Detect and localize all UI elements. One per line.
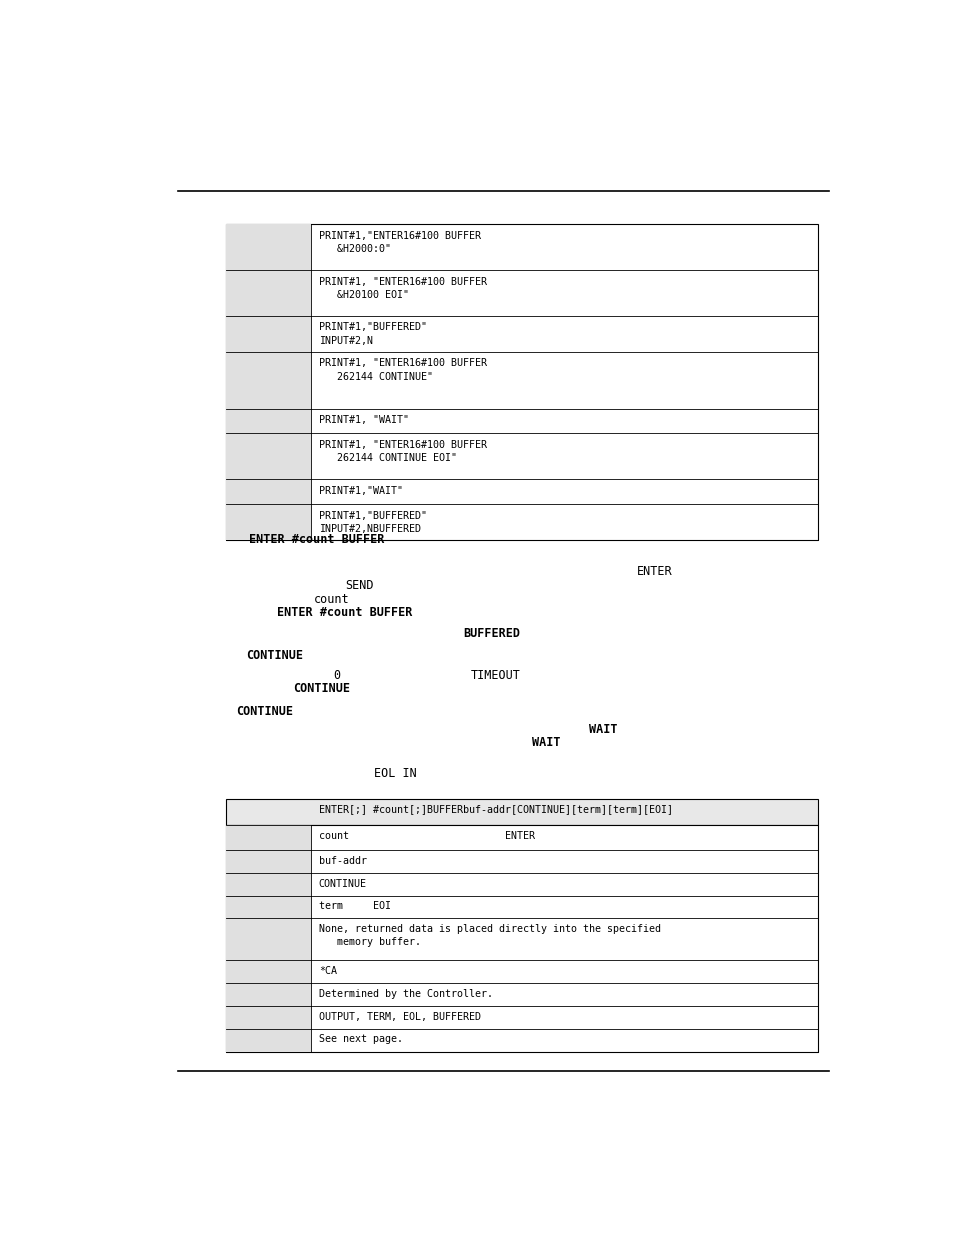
Bar bbox=[226, 961, 311, 983]
Bar bbox=[226, 873, 311, 895]
Text: buf-addr: buf-addr bbox=[318, 856, 367, 866]
Text: CONTINUE: CONTINUE bbox=[318, 878, 367, 888]
Text: PRINT#1,"ENTER16#100 BUFFER: PRINT#1,"ENTER16#100 BUFFER bbox=[318, 231, 480, 241]
Bar bbox=[226, 270, 311, 316]
Text: 262144 CONTINUE": 262144 CONTINUE" bbox=[318, 372, 433, 382]
Text: CONTINUE: CONTINUE bbox=[293, 682, 350, 694]
Text: SEND: SEND bbox=[344, 579, 373, 592]
Text: &H2000:0": &H2000:0" bbox=[318, 245, 391, 254]
Bar bbox=[226, 316, 311, 352]
Text: PRINT#1, "WAIT": PRINT#1, "WAIT" bbox=[318, 415, 409, 425]
Bar bbox=[226, 433, 311, 479]
Text: WAIT: WAIT bbox=[588, 722, 617, 736]
Text: CONTINUE: CONTINUE bbox=[235, 704, 293, 718]
Text: ENTER[;] #count[;]BUFFERbuf-addr[CONTINUE][term][term][EOI]: ENTER[;] #count[;]BUFFERbuf-addr[CONTINU… bbox=[318, 804, 672, 814]
Bar bbox=[226, 1007, 311, 1029]
Bar bbox=[226, 479, 311, 504]
Text: &H20100 EOI": &H20100 EOI" bbox=[318, 290, 409, 300]
Text: term     EOI: term EOI bbox=[318, 902, 391, 911]
Bar bbox=[226, 825, 817, 1052]
Bar bbox=[226, 983, 311, 1007]
Text: 0: 0 bbox=[334, 669, 340, 682]
Text: BUFFERED: BUFFERED bbox=[462, 626, 519, 640]
Text: count: count bbox=[314, 593, 349, 606]
Bar bbox=[226, 409, 311, 433]
Text: *CA: *CA bbox=[318, 966, 336, 976]
Text: OUTPUT, TERM, EOL, BUFFERED: OUTPUT, TERM, EOL, BUFFERED bbox=[318, 1011, 480, 1021]
Text: ENTER #count BUFFER: ENTER #count BUFFER bbox=[276, 605, 412, 619]
Text: PRINT#1,"BUFFERED": PRINT#1,"BUFFERED" bbox=[318, 510, 426, 520]
Text: See next page.: See next page. bbox=[318, 1035, 402, 1045]
Bar bbox=[226, 504, 311, 540]
Text: PRINT#1, "ENTER16#100 BUFFER: PRINT#1, "ENTER16#100 BUFFER bbox=[318, 277, 486, 287]
Text: PRINT#1,"WAIT": PRINT#1,"WAIT" bbox=[318, 485, 402, 495]
Bar bbox=[226, 1029, 311, 1052]
Text: TIMEOUT: TIMEOUT bbox=[470, 669, 519, 682]
Text: count                          ENTER: count ENTER bbox=[318, 831, 535, 841]
Bar bbox=[226, 895, 311, 919]
Text: EOL IN: EOL IN bbox=[374, 767, 416, 781]
Text: PRINT#1, "ENTER16#100 BUFFER: PRINT#1, "ENTER16#100 BUFFER bbox=[318, 358, 486, 368]
Text: ENTER: ENTER bbox=[637, 564, 672, 578]
Bar bbox=[226, 225, 817, 540]
Text: CONTINUE: CONTINUE bbox=[246, 650, 303, 662]
Bar bbox=[226, 799, 817, 825]
Text: INPUT#2,N: INPUT#2,N bbox=[318, 336, 373, 346]
Text: None, returned data is placed directly into the specified: None, returned data is placed directly i… bbox=[318, 924, 660, 934]
Text: INPUT#2,NBUFFERED: INPUT#2,NBUFFERED bbox=[318, 524, 420, 534]
Bar bbox=[226, 352, 311, 409]
Text: memory buffer.: memory buffer. bbox=[318, 937, 420, 947]
Text: ENTER #count BUFFER: ENTER #count BUFFER bbox=[249, 534, 384, 546]
Text: 262144 CONTINUE EOI": 262144 CONTINUE EOI" bbox=[318, 453, 456, 463]
Bar bbox=[226, 850, 311, 873]
Text: WAIT: WAIT bbox=[531, 736, 559, 748]
Bar bbox=[226, 919, 311, 961]
Text: PRINT#1,"BUFFERED": PRINT#1,"BUFFERED" bbox=[318, 322, 426, 332]
Text: PRINT#1, "ENTER16#100 BUFFER: PRINT#1, "ENTER16#100 BUFFER bbox=[318, 440, 486, 450]
Bar bbox=[226, 825, 311, 850]
Text: Determined by the Controller.: Determined by the Controller. bbox=[318, 989, 493, 999]
Bar bbox=[226, 225, 311, 270]
